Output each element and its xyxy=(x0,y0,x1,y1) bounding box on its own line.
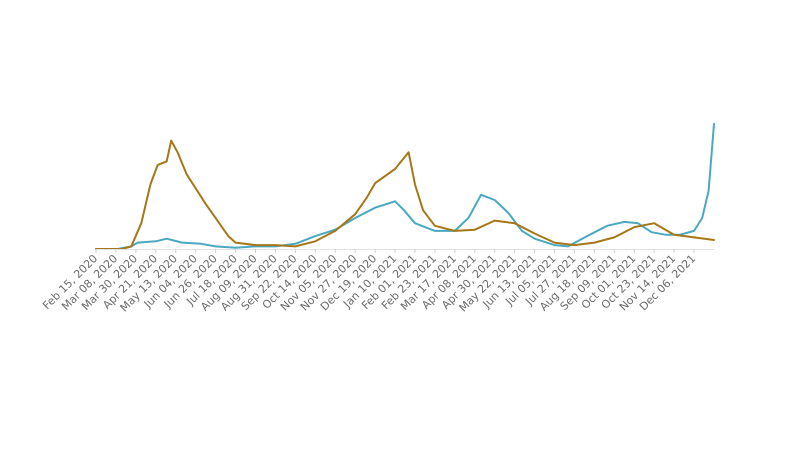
series-line-1 xyxy=(95,122,715,250)
series-layer xyxy=(95,122,715,250)
series-line-2 xyxy=(95,139,715,250)
